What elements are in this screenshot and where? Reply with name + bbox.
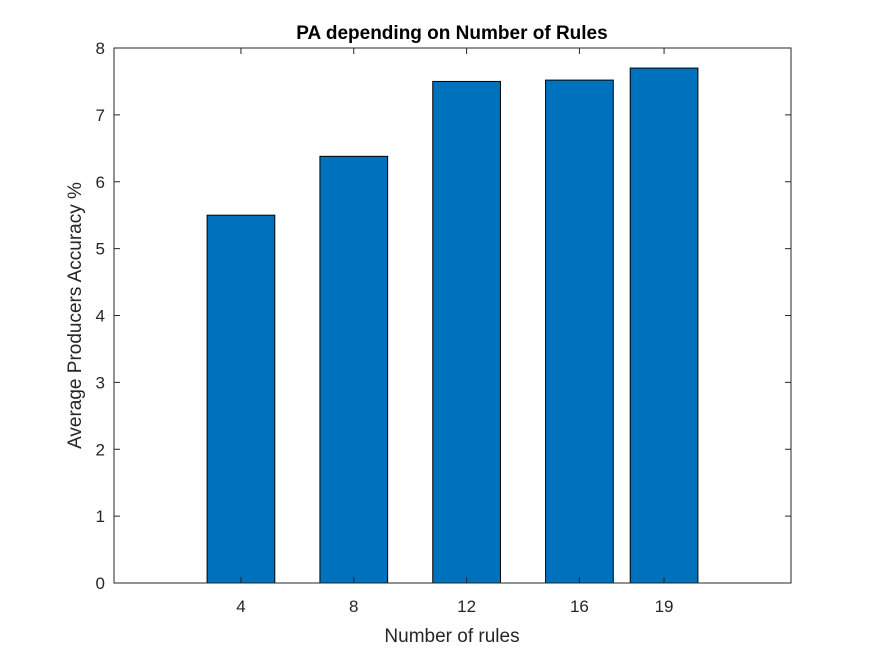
bar-8 [319,155,389,584]
y-axis-ticks: 0 1 2 3 4 5 6 7 8 [96,39,791,593]
y-tick-label: 7 [96,106,105,125]
bar-19 [629,67,699,584]
y-tick-label: 6 [96,173,105,192]
x-tick-label: 19 [655,597,674,616]
plot-area-frame [113,47,792,584]
chart-title: PA depending on Number of Rules [296,23,607,44]
x-tick-label: 8 [349,597,358,616]
y-axis-label: Average Producers Accuracy % [65,182,86,449]
y-tick-label: 3 [96,373,105,392]
x-tick-label: 12 [457,597,476,616]
bar-16 [545,79,614,584]
x-tick-label: 16 [570,597,589,616]
y-tick-label: 8 [96,39,105,58]
y-tick-label: 2 [96,440,105,459]
x-axis-ticks: 4 8 12 16 19 [236,48,674,616]
bar-4 [206,214,276,584]
bar-12 [432,80,501,584]
y-tick-label: 1 [96,507,105,526]
x-tick-label: 4 [236,597,245,616]
y-tick-label: 4 [96,307,105,326]
bars-group [206,67,699,584]
x-axis-label: Number of rules [384,626,519,647]
y-tick-label: 5 [96,240,105,259]
y-tick-label: 0 [96,574,105,593]
